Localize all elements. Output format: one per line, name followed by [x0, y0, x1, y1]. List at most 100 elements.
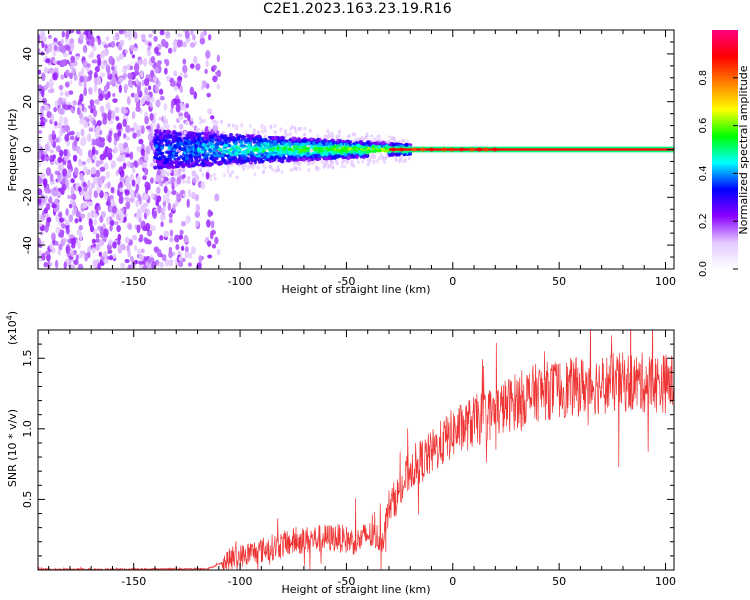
spectrogram-cell: [98, 93, 104, 102]
spectrogram-cell: [350, 162, 353, 167]
spectrogram-cell: [143, 212, 148, 220]
snr-y-ticks: 0.5 1.0 1.5: [21, 343, 674, 557]
spectrogram-cell: [77, 263, 84, 269]
spectrogram-cell: [90, 182, 95, 189]
spectrogram-cell: [145, 145, 151, 155]
spectrogram-cell: [111, 76, 117, 84]
spectrogram-cell: [243, 159, 248, 164]
spectrogram-cell: [70, 42, 75, 51]
spectrogram-cell: [205, 171, 210, 180]
spectrogram-cell: [180, 245, 185, 251]
snr-frame: [37, 329, 675, 571]
spectrogram-cell: [322, 142, 326, 146]
spectrogram-cell: [169, 81, 176, 87]
spectrogram-cell: [179, 85, 184, 93]
spectrogram-cell: [215, 141, 221, 145]
spectrogram-cell: [178, 256, 183, 262]
spectrogram-cell: [81, 204, 85, 210]
spectrogram-cell: [133, 70, 140, 76]
spectrogram-cell: [145, 222, 151, 232]
spectrogram-cell: [123, 216, 127, 222]
spectrogram-cell: [44, 213, 50, 218]
spectrogram-cell: [177, 162, 182, 166]
spectrogram-cell: [245, 138, 249, 142]
spectrogram-cell: [212, 75, 218, 83]
spectrogram-cell: [492, 147, 498, 152]
spectrogram-cell: [156, 157, 162, 161]
spectrogram-cell: [103, 258, 109, 265]
spectrogram-cell: [38, 188, 43, 196]
spectrogram-cell: [282, 150, 288, 154]
spectrogram-cell: [155, 137, 160, 142]
spectrogram-cell: [131, 234, 138, 241]
spectrogram-cell: [155, 99, 161, 108]
spectrogram-cell: [273, 123, 277, 128]
spectrogram-cell: [206, 92, 211, 98]
x-tick-label: 50: [552, 275, 566, 288]
spectrogram-cell: [207, 209, 212, 218]
spectrogram-cell: [180, 115, 184, 120]
spectrogram-cell: [314, 155, 319, 159]
spectrogram-cell: [183, 130, 187, 135]
spectrogram-cell: [127, 249, 131, 258]
spectrogram-cell: [247, 143, 251, 149]
spectrogram-cell: [223, 134, 227, 140]
spectrogram-cell: [248, 136, 252, 141]
spectrogram-cell: [97, 87, 102, 95]
spectrogram-cell: [313, 147, 318, 150]
spectrogram-cell: [43, 261, 48, 268]
spectrogram-cell: [46, 111, 52, 119]
spectrogram-cell: [44, 195, 48, 200]
spectrogram-cell: [93, 37, 98, 42]
spectrogram-cell: [61, 30, 66, 38]
spectrogram-cell: [75, 55, 80, 61]
spectrogram-cell: [180, 220, 187, 227]
spectrogram-cell: [145, 125, 151, 130]
spectrogram-cell: [68, 80, 73, 85]
spectrogram-cell: [198, 158, 203, 162]
spectrogram-cell: [107, 181, 111, 189]
spectrogram-cell: [135, 101, 141, 109]
spectrogram-cell: [189, 154, 193, 159]
spectrogram-cell: [162, 194, 167, 202]
colorbar: 0.0 0.2 0.4 0.6 0.8 Normalized spectral ampl…: [698, 30, 750, 277]
spectrogram-cell: [191, 161, 195, 166]
spectrogram-cell: [314, 138, 319, 143]
spectrogram-cell: [288, 143, 292, 148]
spectrogram-cell: [215, 120, 219, 125]
spectrogram-cell: [114, 106, 120, 114]
spectrogram-cell: [149, 101, 153, 108]
spectrogram-cell: [107, 134, 112, 143]
spectrogram-cell: [142, 175, 147, 181]
spectrogram-cell: [186, 148, 191, 152]
spectrogram-cell: [64, 124, 70, 132]
spectrogram-cell: [118, 76, 124, 84]
spectrogram-cell: [140, 148, 145, 157]
spectrogram-y-axis-label: Frequency (Hz): [6, 109, 19, 192]
spectrogram-cell: [135, 183, 140, 192]
spectrogram-cell: [65, 45, 71, 52]
spectrogram-cell: [110, 162, 115, 170]
spectrogram-cell: [193, 91, 198, 100]
spectrogram-cell: [133, 47, 138, 52]
spectrogram-cell: [51, 41, 58, 46]
spectrogram-cell: [379, 152, 383, 157]
spectrogram-cell: [54, 120, 58, 127]
spectrogram-cell: [69, 38, 74, 44]
spectrogram-cell: [134, 123, 139, 132]
spectrogram-cell: [86, 157, 91, 164]
spectrogram-cell: [336, 148, 341, 153]
spectrogram-cell: [361, 154, 366, 159]
spectrogram-cell: [80, 128, 85, 137]
spectrogram-cell: [214, 236, 219, 245]
spectrogram-cell: [469, 147, 475, 152]
spectrogram-cell: [207, 126, 211, 131]
spectrogram-cell: [266, 157, 271, 162]
spectrogram-cell: [44, 143, 49, 152]
spectrogram-cell: [179, 72, 183, 77]
spectrogram-cell: [388, 153, 394, 156]
spectrogram-cell: [246, 149, 250, 154]
spectrogram-cell: [107, 112, 112, 121]
spectrogram-cell: [183, 111, 189, 119]
spectrogram-cell: [300, 139, 306, 143]
